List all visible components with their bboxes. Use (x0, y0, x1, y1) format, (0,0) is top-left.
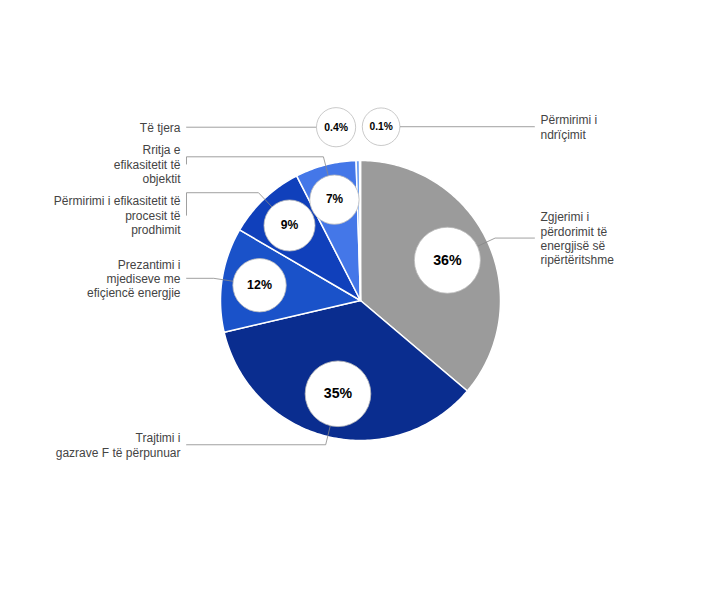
svg-text:Zgjerimi ipërdorimit tëenergji: Zgjerimi ipërdorimit tëenergjisë sëripër… (541, 210, 615, 267)
svg-text:Përmirimi i efikasitetit tëpro: Përmirimi i efikasitetit tëprocesit tëpr… (54, 194, 181, 237)
svg-text:Trajtimi igazrave F të përpunu: Trajtimi igazrave F të përpunuar (56, 431, 181, 459)
svg-text:36%: 36% (433, 252, 462, 268)
svg-text:35%: 35% (324, 385, 353, 401)
svg-text:0.4%: 0.4% (324, 122, 348, 133)
svg-text:Përmirimi indrïçimit: Përmirimi indrïçimit (541, 113, 598, 141)
svg-text:0.1%: 0.1% (369, 121, 392, 132)
svg-text:Prezantimi imjediseve meefiçie: Prezantimi imjediseve meefiçiencë energj… (87, 258, 181, 301)
svg-text:9%: 9% (281, 218, 299, 232)
svg-text:12%: 12% (247, 278, 272, 292)
svg-text:Të tjera: Të tjera (140, 121, 181, 135)
svg-text:7%: 7% (326, 192, 344, 206)
svg-text:Rritja eefikasitetit tëobjekti: Rritja eefikasitetit tëobjektit (114, 143, 181, 186)
